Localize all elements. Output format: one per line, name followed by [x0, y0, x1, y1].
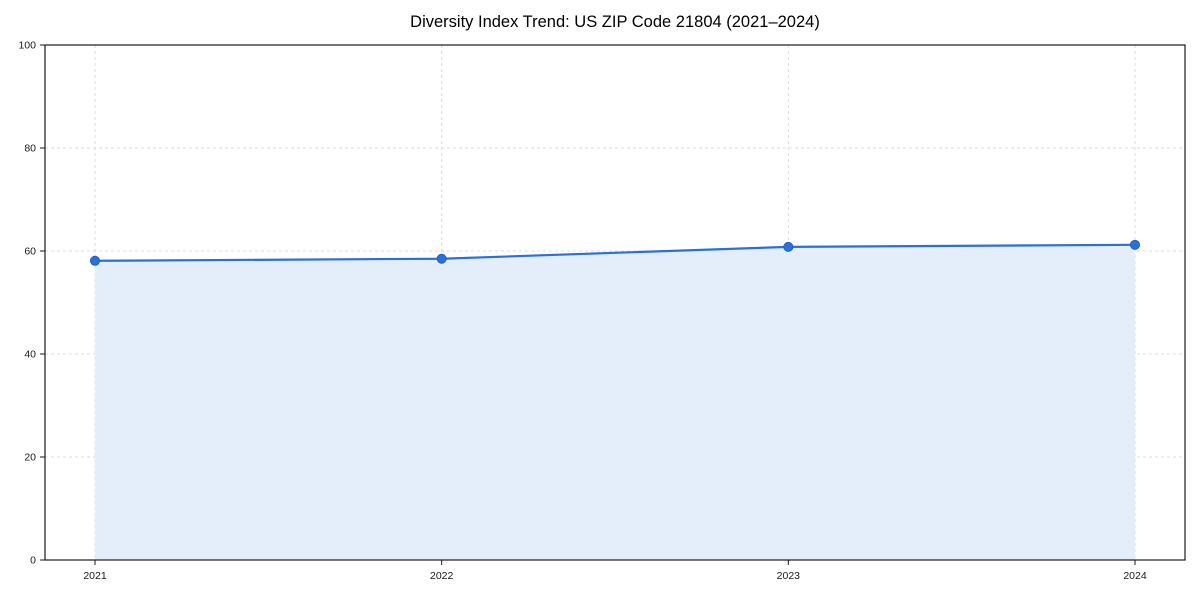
data-point-2021 [90, 255, 100, 266]
y-tick-label: 40 [24, 349, 36, 361]
x-tick-label: 2024 [1123, 570, 1147, 582]
y-tick-label: 60 [24, 246, 36, 258]
data-point-2022 [436, 253, 447, 264]
trend-line [93, 243, 1137, 262]
x-tick-label: 2022 [430, 570, 454, 582]
y-tick-label: 20 [24, 452, 36, 464]
data-point-2024 [1130, 239, 1140, 250]
y-tick-label: 0 [30, 555, 36, 567]
plot-border [44, 44, 1186, 561]
area-fill [95, 244, 1135, 560]
x-tick-label: 2023 [777, 570, 801, 582]
tick-labels: 0 20 40 60 80 100 2021 2022 2023 2024 [18, 40, 1146, 582]
data-point-2023 [783, 241, 794, 252]
series-layer [90, 239, 1140, 560]
y-tick-label: 100 [18, 40, 36, 52]
y-tick-label: 80 [24, 143, 36, 155]
chart-title: Diversity Index Trend: US ZIP Code 21804… [410, 13, 820, 31]
x-tick-label: 2021 [83, 570, 107, 582]
axes [40, 44, 1186, 565]
